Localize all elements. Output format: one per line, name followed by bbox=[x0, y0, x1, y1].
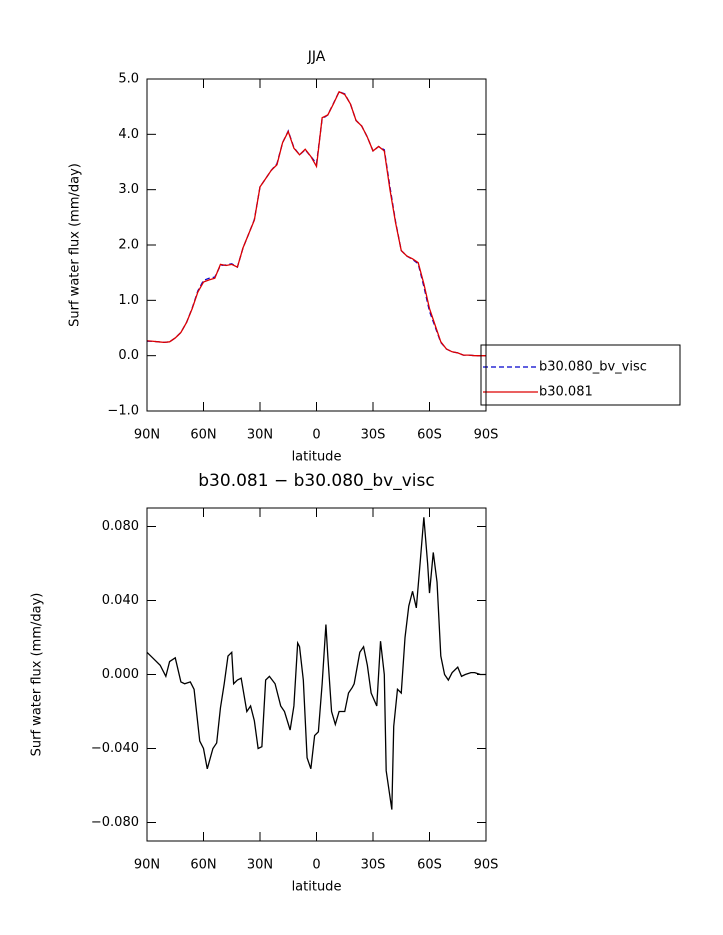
chart-title: JJA bbox=[307, 49, 326, 65]
legend-label: b30.080_bv_visc bbox=[539, 360, 647, 375]
x-tick-label: 0 bbox=[312, 428, 320, 443]
x-tick-label: 60N bbox=[190, 858, 216, 873]
chart-title: b30.081 − b30.080_bv_visc bbox=[198, 471, 434, 491]
x-tick-label: 90S bbox=[474, 858, 499, 873]
y-tick-label: 0.080 bbox=[102, 519, 139, 534]
x-axis-label: latitude bbox=[292, 450, 342, 465]
y-tick-label: 4.0 bbox=[118, 127, 139, 142]
x-tick-label: 60N bbox=[190, 428, 216, 443]
x-tick-label: 60S bbox=[417, 428, 442, 443]
x-tick-label: 60S bbox=[417, 858, 442, 873]
plot-frame bbox=[146, 507, 487, 842]
x-tick-label: 90N bbox=[134, 858, 160, 873]
plot-frame bbox=[146, 78, 487, 412]
y-tick-label: 5.0 bbox=[118, 72, 139, 87]
x-axis-label: latitude bbox=[292, 880, 342, 895]
y-tick-label: 0.000 bbox=[102, 667, 139, 682]
y-tick-label: 0.0 bbox=[118, 348, 139, 363]
y-tick-label: 2.0 bbox=[118, 238, 139, 253]
y-tick-label: 1.0 bbox=[118, 293, 139, 308]
series-line bbox=[147, 90, 486, 357]
x-tick-label: 0 bbox=[312, 858, 320, 873]
legend-box bbox=[480, 344, 681, 406]
series-line bbox=[146, 517, 486, 810]
x-tick-label: 90S bbox=[474, 428, 499, 443]
legend-label: b30.081 bbox=[539, 385, 593, 400]
x-tick-label: 30N bbox=[247, 858, 273, 873]
y-tick-label: 3.0 bbox=[118, 182, 139, 197]
y-axis-label: Surf water flux (mm/day) bbox=[30, 593, 45, 757]
y-tick-label: 0.040 bbox=[102, 593, 139, 608]
x-tick-label: 90N bbox=[134, 428, 160, 443]
series-line bbox=[146, 90, 486, 357]
x-tick-label: 30S bbox=[361, 858, 386, 873]
y-tick-label: −0.040 bbox=[91, 741, 139, 756]
x-tick-label: 30S bbox=[361, 428, 386, 443]
y-tick-label: −1.0 bbox=[107, 404, 139, 419]
x-tick-label: 30N bbox=[247, 428, 273, 443]
y-tick-label: −0.080 bbox=[91, 815, 139, 830]
y-axis-label: Surf water flux (mm/day) bbox=[68, 163, 83, 327]
